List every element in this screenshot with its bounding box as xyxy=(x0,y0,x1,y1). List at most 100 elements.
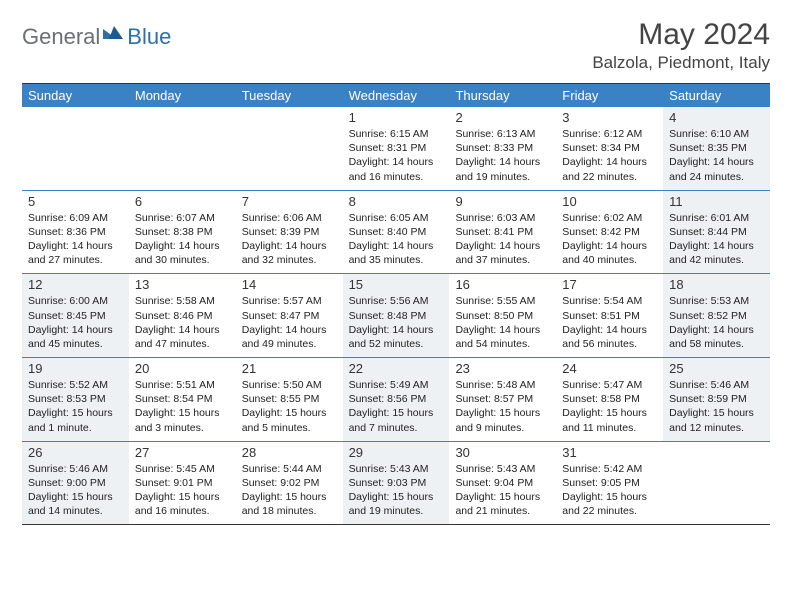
day-cell: 14Sunrise: 5:57 AMSunset: 8:47 PMDayligh… xyxy=(236,274,343,357)
daylight-line: Daylight: 15 hours and 3 minutes. xyxy=(135,406,230,434)
sunrise-line: Sunrise: 5:51 AM xyxy=(135,378,230,392)
sunrise-line: Sunrise: 5:53 AM xyxy=(669,294,764,308)
day-number: 28 xyxy=(242,445,337,460)
day-number: 5 xyxy=(28,194,123,209)
day-number: 11 xyxy=(669,194,764,209)
sunset-line: Sunset: 8:33 PM xyxy=(455,141,550,155)
sunrise-line: Sunrise: 5:54 AM xyxy=(562,294,657,308)
title-block: May 2024 Balzola, Piedmont, Italy xyxy=(592,18,770,73)
day-cell: 11Sunrise: 6:01 AMSunset: 8:44 PMDayligh… xyxy=(663,191,770,274)
day-cell: 24Sunrise: 5:47 AMSunset: 8:58 PMDayligh… xyxy=(556,358,663,441)
daylight-line: Daylight: 15 hours and 22 minutes. xyxy=(562,490,657,518)
daylight-line: Daylight: 15 hours and 9 minutes. xyxy=(455,406,550,434)
daylight-line: Daylight: 14 hours and 35 minutes. xyxy=(349,239,444,267)
sunrise-line: Sunrise: 6:05 AM xyxy=(349,211,444,225)
daylight-line: Daylight: 14 hours and 54 minutes. xyxy=(455,323,550,351)
sunrise-line: Sunrise: 5:57 AM xyxy=(242,294,337,308)
daylight-line: Daylight: 15 hours and 14 minutes. xyxy=(28,490,123,518)
sunrise-line: Sunrise: 5:42 AM xyxy=(562,462,657,476)
logo: General Blue xyxy=(22,18,171,50)
sunset-line: Sunset: 8:45 PM xyxy=(28,309,123,323)
empty-cell xyxy=(236,107,343,190)
day-cell: 31 Sunrise: 5:42 AMSunset: 9:05 PMDayligh… xyxy=(556,442,663,525)
day-header: Sunday xyxy=(22,84,129,107)
day-number: 19 xyxy=(28,361,123,376)
week-row: 12Sunrise: 6:00 AMSunset: 8:45 PMDayligh… xyxy=(22,273,770,357)
sunset-line: Sunset: 8:59 PM xyxy=(669,392,764,406)
day-cell: 12Sunrise: 6:00 AMSunset: 8:45 PMDayligh… xyxy=(22,274,129,357)
logo-text-general: General xyxy=(22,24,100,50)
daylight-line: Daylight: 14 hours and 40 minutes. xyxy=(562,239,657,267)
sunrise-line: Sunrise: 6:12 AM xyxy=(562,127,657,141)
sunset-line: Sunset: 8:44 PM xyxy=(669,225,764,239)
day-number: 16 xyxy=(455,277,550,292)
day-cell: 7Sunrise: 6:06 AMSunset: 8:39 PMDaylight… xyxy=(236,191,343,274)
weeks-container: 1 Sunrise: 6:15 AMSunset: 8:31 PM Daylight… xyxy=(22,107,770,524)
sunset-line: Sunset: 8:56 PM xyxy=(349,392,444,406)
day-number: 17 xyxy=(562,277,657,292)
calendar-page: General Blue May 2024 Balzola, Piedmont,… xyxy=(0,0,792,543)
day-number: 22 xyxy=(349,361,444,376)
sunset-line: Sunset: 8:31 PM xyxy=(349,141,444,155)
sunrise-line: Sunrise: 5:55 AM xyxy=(455,294,550,308)
daylight-line: Daylight: 14 hours and 30 minutes. xyxy=(135,239,230,267)
day-number: 12 xyxy=(28,277,123,292)
day-number: 2 xyxy=(455,110,550,125)
sunrise-line: Sunrise: 5:52 AM xyxy=(28,378,123,392)
sunset-line: Sunset: 8:57 PM xyxy=(455,392,550,406)
daylight-line: Daylight: 15 hours and 11 minutes. xyxy=(562,406,657,434)
sunset-line: Sunset: 8:38 PM xyxy=(135,225,230,239)
day-cell: 1Sunrise: 6:15 AMSunset: 8:31 PMDaylight… xyxy=(343,107,450,190)
sunset-line: Sunset: 8:35 PM xyxy=(669,141,764,155)
location: Balzola, Piedmont, Italy xyxy=(592,53,770,73)
sunrise-line: Sunrise: 6:06 AM xyxy=(242,211,337,225)
day-number: 29 xyxy=(349,445,444,460)
day-number: 23 xyxy=(455,361,550,376)
day-cell: 6Sunrise: 6:07 AMSunset: 8:38 PMDaylight… xyxy=(129,191,236,274)
sunset-line: Sunset: 8:52 PM xyxy=(669,309,764,323)
day-cell: 10Sunrise: 6:02 AMSunset: 8:42 PMDayligh… xyxy=(556,191,663,274)
day-number: 1 xyxy=(349,110,444,125)
header: General Blue May 2024 Balzola, Piedmont,… xyxy=(22,18,770,73)
day-cell: 22Sunrise: 5:49 AMSunset: 8:56 PMDayligh… xyxy=(343,358,450,441)
day-cell: 2Sunrise: 6:13 AMSunset: 8:33 PMDaylight… xyxy=(449,107,556,190)
daylight-line: Daylight: 15 hours and 12 minutes. xyxy=(669,406,764,434)
day-number: 6 xyxy=(135,194,230,209)
sunset-line: Sunset: 8:58 PM xyxy=(562,392,657,406)
sunset-line: Sunset: 9:01 PM xyxy=(135,476,230,490)
week-row: 1Sunrise: 6:15 AMSunset: 8:31 PMDaylight… xyxy=(22,107,770,190)
sunrise-line: Sunrise: 5:47 AM xyxy=(562,378,657,392)
day-cell: 28Sunrise: 5:44 AMSunset: 9:02 PMDayligh… xyxy=(236,442,343,525)
sunset-line: Sunset: 9:00 PM xyxy=(28,476,123,490)
sunset-line: Sunset: 9:05 PM xyxy=(562,476,657,490)
sunrise-line: Sunrise: 6:10 AM xyxy=(669,127,764,141)
daylight-line: Daylight: 15 hours and 19 minutes. xyxy=(349,490,444,518)
day-number: 26 xyxy=(28,445,123,460)
day-header: Tuesday xyxy=(236,84,343,107)
day-header-row: SundayMondayTuesdayWednesdayThursdayFrid… xyxy=(22,84,770,107)
day-cell: 16Sunrise: 5:55 AMSunset: 8:50 PMDayligh… xyxy=(449,274,556,357)
sunset-line: Sunset: 8:46 PM xyxy=(135,309,230,323)
day-number: 8 xyxy=(349,194,444,209)
day-cell: 30Sunrise: 5:43 AMSunset: 9:04 PMDayligh… xyxy=(449,442,556,525)
sunrise-line: Sunrise: 5:45 AM xyxy=(135,462,230,476)
sunset-line: Sunset: 8:54 PM xyxy=(135,392,230,406)
day-number: 3 xyxy=(562,110,657,125)
day-number: 4 xyxy=(669,110,764,125)
daylight-line: Daylight: 14 hours and 37 minutes. xyxy=(455,239,550,267)
day-number: 10 xyxy=(562,194,657,209)
day-number: 31 xyxy=(562,445,657,460)
day-number: 15 xyxy=(349,277,444,292)
day-number: 7 xyxy=(242,194,337,209)
day-cell: 13Sunrise: 5:58 AMSunset: 8:46 PMDayligh… xyxy=(129,274,236,357)
day-number: 20 xyxy=(135,361,230,376)
day-cell: 17Sunrise: 5:54 AMSunset: 8:51 PMDayligh… xyxy=(556,274,663,357)
sunrise-line: Sunrise: 6:15 AM xyxy=(349,127,444,141)
daylight-line: Daylight: 15 hours and 5 minutes. xyxy=(242,406,337,434)
sunset-line: Sunset: 8:48 PM xyxy=(349,309,444,323)
daylight-line: Daylight: 15 hours and 7 minutes. xyxy=(349,406,444,434)
day-cell: 21Sunrise: 5:50 AMSunset: 8:55 PMDayligh… xyxy=(236,358,343,441)
sunset-line: Sunset: 9:04 PM xyxy=(455,476,550,490)
week-row: 19Sunrise: 5:52 AMSunset: 8:53 PMDayligh… xyxy=(22,357,770,441)
day-cell: 27Sunrise: 5:45 AMSunset: 9:01 PMDayligh… xyxy=(129,442,236,525)
